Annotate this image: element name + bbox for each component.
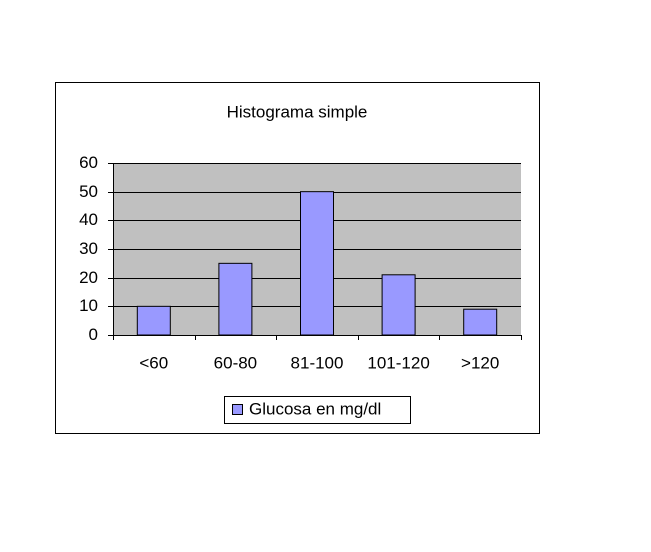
- bar: [381, 274, 416, 336]
- y-tick-label: 40: [79, 210, 98, 229]
- legend-label: Glucosa en mg/dl: [249, 399, 381, 418]
- bar: [136, 305, 171, 336]
- legend-swatch: [232, 404, 243, 415]
- bar: [218, 262, 253, 336]
- y-tick-label: 0: [89, 325, 98, 344]
- x-tick-label: <60: [139, 353, 168, 372]
- x-tick-label: 81-100: [291, 353, 344, 372]
- y-tick-label: 10: [79, 296, 98, 315]
- y-tick-label: 60: [79, 153, 98, 172]
- y-tick-label: 50: [79, 182, 98, 201]
- chart-title: Histograma simple: [227, 102, 368, 121]
- x-tick-label: 60-80: [214, 353, 257, 372]
- legend-box: [224, 396, 411, 424]
- x-tick-label: >120: [461, 353, 499, 372]
- x-tick-label: 101-120: [367, 353, 429, 372]
- bar: [463, 308, 498, 336]
- bar: [300, 191, 334, 336]
- y-tick-label: 30: [79, 239, 98, 258]
- y-tick-label: 20: [79, 268, 98, 287]
